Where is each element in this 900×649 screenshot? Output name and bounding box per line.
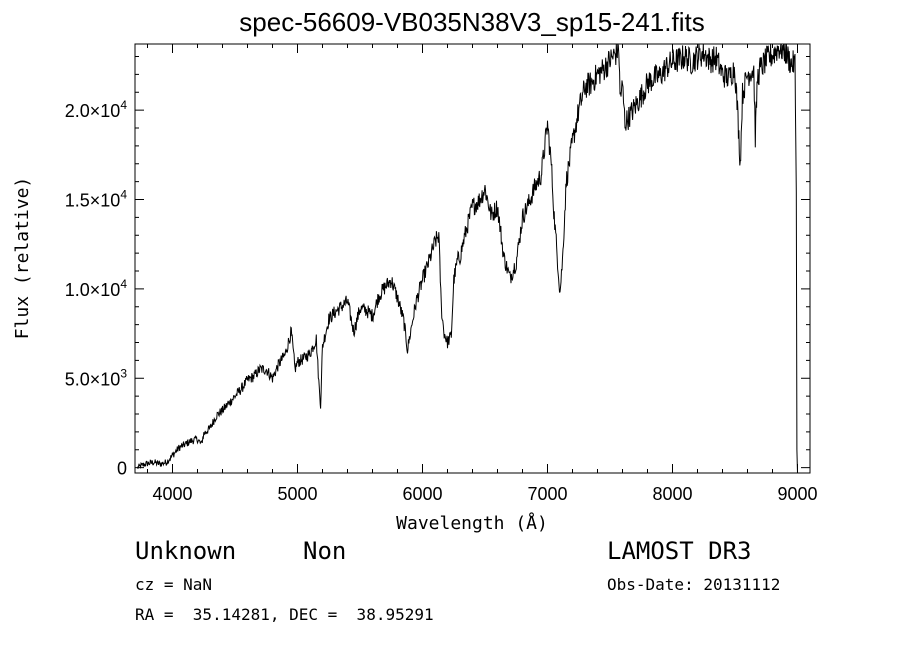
obs-date: Obs-Date: 20131112 — [607, 575, 781, 594]
spectrum-plot: spec-56609-VB035N38V3_sp15-241.fits 4000… — [12, 7, 818, 534]
plot-frame — [134, 43, 811, 474]
y-tick-label: 0 — [117, 459, 127, 479]
chart-title: spec-56609-VB035N38V3_sp15-241.fits — [239, 7, 704, 37]
x-tick-label: 9000 — [777, 484, 817, 504]
survey-name: LAMOST DR3 — [607, 537, 752, 565]
object-type: Unknown — [135, 537, 237, 565]
object-class: Non — [303, 537, 347, 565]
y-tick-label: 5.0×103 — [65, 366, 128, 389]
x-axis-label: Wavelength (Å) — [396, 512, 548, 534]
x-tick-label: 8000 — [652, 484, 692, 504]
x-axis-ticks: 4000 5000 6000 7000 8000 9000 — [147, 44, 818, 504]
y-tick-label: 1.0×104 — [65, 277, 128, 300]
y-tick-label: 1.5×104 — [65, 188, 128, 211]
y-tick-label: 2.0×104 — [65, 98, 128, 121]
x-tick-label: 4000 — [152, 484, 192, 504]
x-tick-label: 7000 — [527, 484, 567, 504]
x-tick-label: 5000 — [277, 484, 317, 504]
x-tick-label: 6000 — [402, 484, 442, 504]
coordinates: RA = 35.14281, DEC = 38.95291 — [135, 605, 434, 624]
redshift-cz: cz = NaN — [135, 575, 213, 594]
y-axis-ticks: 0 5.0×103 1.0×104 1.5×104 2.0×104 — [65, 56, 810, 479]
spectrum-line — [137, 43, 798, 474]
y-axis-label: Flux (relative) — [12, 177, 33, 340]
